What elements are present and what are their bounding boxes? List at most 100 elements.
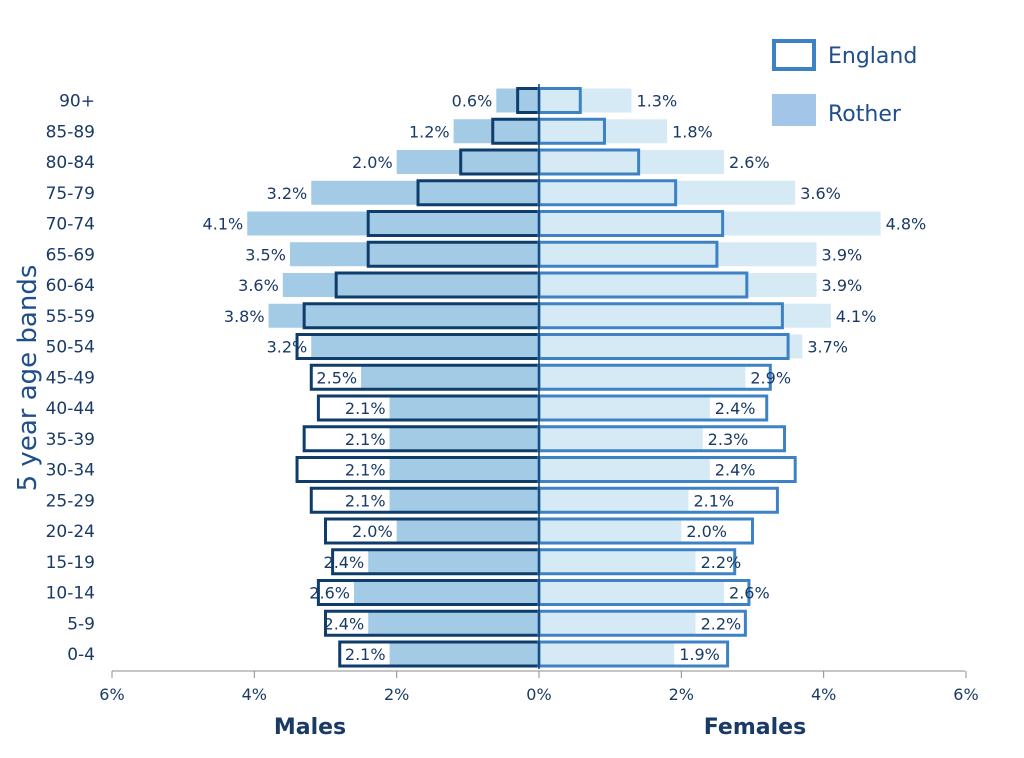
rother-female-bar-65-69	[539, 242, 817, 267]
age-band-label-35-39: 35-39	[46, 430, 95, 450]
x-tick-label-1: 4%	[242, 685, 267, 704]
female-data-label-35-39: 2.3%	[708, 430, 749, 449]
legend-label-rother: Rother	[828, 102, 902, 127]
male-data-label-55-59: 3.8%	[224, 307, 265, 326]
male-data-label-30-34: 2.1%	[345, 461, 386, 480]
age-band-label-80-84: 80-84	[46, 153, 95, 173]
male-data-label-10-14: 2.6%	[309, 584, 350, 603]
females-side-label: Females	[704, 715, 806, 740]
female-data-label-70-74: 4.8%	[886, 215, 927, 234]
age-band-label-70-74: 70-74	[46, 215, 95, 235]
age-band-label-10-14: 10-14	[46, 584, 95, 604]
male-data-label-5-9: 2.4%	[324, 614, 365, 633]
male-data-label-20-24: 2.0%	[352, 522, 393, 541]
age-band-label-30-34: 30-34	[46, 461, 95, 481]
x-tick-label-0: 6%	[99, 685, 124, 704]
legend-label-england: England	[828, 44, 917, 69]
female-data-label-85-89: 1.8%	[672, 122, 713, 141]
rother-male-bar-15-19	[368, 549, 539, 574]
rother-male-bar-80-84	[396, 150, 539, 174]
age-band-label-90+: 90+	[59, 92, 95, 112]
male-data-label-50-54: 3.2%	[267, 338, 308, 357]
female-data-label-45-49: 2.9%	[750, 368, 791, 387]
rother-female-bar-80-84	[539, 150, 725, 174]
age-band-label-15-19: 15-19	[46, 553, 95, 573]
x-tick-label-2: 2%	[384, 685, 409, 704]
rother-male-bar-0-4	[389, 642, 539, 666]
rother-male-bar-35-39	[389, 426, 539, 451]
rother-male-bar-75-79	[311, 180, 539, 205]
rother-female-bar-30-34	[539, 457, 710, 482]
female-data-label-60-64: 3.9%	[822, 276, 863, 295]
age-band-label-55-59: 55-59	[46, 307, 95, 327]
male-data-label-65-69: 3.5%	[245, 245, 286, 264]
rother-female-bar-35-39	[539, 426, 703, 451]
category-labels: 0-4 5-9 10-14 15-19 20-24 25-29 30-34 35-39 40-4…	[46, 92, 95, 666]
male-data-label-35-39: 2.1%	[345, 430, 386, 449]
rother-female-bar-70-74	[539, 211, 881, 236]
legend-swatch-rother	[772, 94, 816, 126]
rother-female-bar-90+	[539, 88, 632, 113]
female-data-label-80-84: 2.6%	[729, 153, 770, 172]
age-band-label-25-29: 25-29	[46, 491, 95, 511]
age-band-label-65-69: 65-69	[46, 245, 95, 265]
female-data-label-15-19: 2.2%	[701, 553, 742, 572]
female-data-label-30-34: 2.4%	[715, 461, 756, 480]
age-band-label-85-89: 85-89	[46, 122, 95, 142]
x-tick-label-4: 2%	[669, 685, 694, 704]
male-data-label-0-4: 2.1%	[345, 645, 386, 664]
rother-female-bar-60-64	[539, 273, 817, 297]
female-data-label-25-29: 2.1%	[693, 491, 734, 510]
age-band-label-50-54: 50-54	[46, 338, 95, 358]
rother-female-bar-25-29	[539, 488, 689, 513]
female-data-label-50-54: 3.7%	[807, 338, 848, 357]
female-data-label-75-79: 3.6%	[800, 184, 841, 203]
rother-male-bar-55-59	[268, 303, 539, 328]
male-data-label-75-79: 3.2%	[267, 184, 308, 203]
rother-female-bar-5-9	[539, 611, 696, 636]
female-data-label-55-59: 4.1%	[836, 307, 877, 326]
rother-female-bar-75-79	[539, 180, 796, 205]
rother-male-bar-85-89	[453, 119, 539, 144]
x-tick-label-3: 0%	[526, 685, 551, 704]
x-axis: 6% 4% 2% 0% 2% 4% 6%	[99, 84, 979, 704]
male-data-label-85-89: 1.2%	[409, 122, 450, 141]
rother-female-bar-15-19	[539, 549, 696, 574]
age-band-label-45-49: 45-49	[46, 368, 95, 388]
rother-female-bar-10-14	[539, 580, 725, 605]
rother-male-bar-25-29	[389, 488, 539, 513]
male-data-label-40-44: 2.1%	[345, 399, 386, 418]
y-axis-title: 5 year age bands	[13, 265, 43, 492]
male-data-label-60-64: 3.6%	[238, 276, 279, 295]
rother-male-bar-30-34	[389, 457, 539, 482]
male-data-label-25-29: 2.1%	[345, 491, 386, 510]
female-data-label-90+: 1.3%	[637, 92, 678, 111]
rother-male-bar-10-14	[353, 580, 539, 605]
rother-male-bar-70-74	[247, 211, 539, 236]
rother-female-bar-50-54	[539, 334, 803, 359]
female-data-label-5-9: 2.2%	[701, 614, 742, 633]
rother-male-bar-40-44	[389, 396, 539, 420]
rother-male-bar-45-49	[361, 365, 539, 390]
female-data-label-10-14: 2.6%	[729, 584, 770, 603]
male-data-label-70-74: 4.1%	[203, 215, 244, 234]
age-band-label-5-9: 5-9	[67, 614, 95, 634]
x-tick-label-5: 4%	[811, 685, 836, 704]
age-band-label-0-4: 0-4	[67, 645, 95, 665]
female-data-label-65-69: 3.9%	[822, 245, 863, 264]
male-data-label-15-19: 2.4%	[324, 553, 365, 572]
rother-female-bar-55-59	[539, 303, 831, 328]
rother-male-bar-20-24	[396, 519, 539, 543]
female-data-label-20-24: 2.0%	[686, 522, 727, 541]
rother-bars	[247, 88, 881, 666]
rother-female-bar-20-24	[539, 519, 682, 543]
rother-female-bar-40-44	[539, 396, 710, 420]
legend-swatch-england	[772, 39, 816, 71]
age-band-label-40-44: 40-44	[46, 399, 95, 419]
legend: England Rother	[772, 39, 917, 127]
rother-male-bar-65-69	[289, 242, 539, 267]
male-data-label-80-84: 2.0%	[352, 153, 393, 172]
x-tick-label-6: 6%	[953, 685, 978, 704]
female-data-label-0-4: 1.9%	[679, 645, 720, 664]
